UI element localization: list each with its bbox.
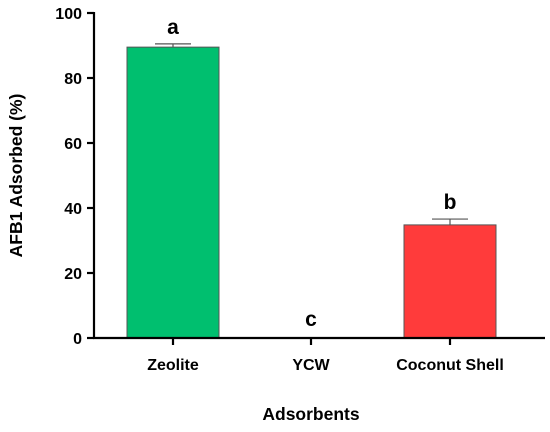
x-tick-label: YCW (292, 357, 330, 374)
bars-layer (126, 46, 497, 339)
y-axis-title: AFB1 Adsorbed (%) (6, 94, 26, 258)
y-tick-label: 20 (64, 266, 82, 283)
y-tick-label: 0 (73, 331, 82, 348)
significance-letter: a (167, 16, 179, 39)
axes-layer (92, 12, 545, 340)
x-axis-title: Adsorbents (262, 404, 360, 424)
error-bars-layer (155, 43, 468, 225)
significance-letter: c (305, 308, 317, 331)
x-tick-label: Zeolite (147, 357, 199, 374)
bar-zeolite (126, 46, 220, 339)
y-tick-label: 100 (55, 6, 82, 23)
significance-letters-layer: a c b (167, 16, 456, 331)
x-tick-label: Coconut Shell (396, 357, 504, 374)
significance-letter: b (444, 191, 457, 214)
y-tick-label: 80 (64, 71, 82, 88)
x-ticks-layer: Zeolite YCW Coconut Shell (147, 338, 504, 374)
y-tick-label: 40 (64, 201, 82, 218)
bar-coconut-shell (403, 224, 497, 339)
y-tick-label: 60 (64, 136, 82, 153)
y-ticks-layer: 0 20 40 60 80 100 (55, 6, 94, 348)
